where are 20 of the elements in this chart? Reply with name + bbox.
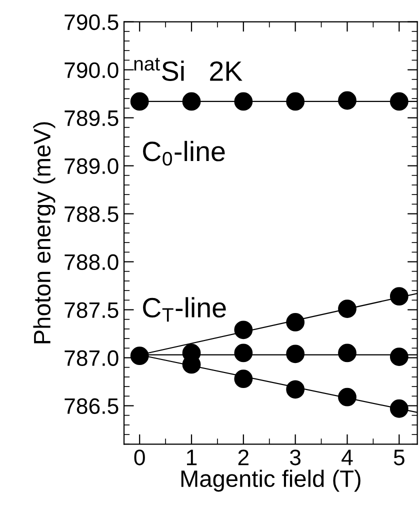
y-tick-label: 789.0: [64, 158, 118, 174]
y-tick-label: 788.0: [64, 254, 118, 270]
y-tick-label: 790.5: [64, 14, 118, 30]
annotation: C$_{0}$-line: [143, 140, 225, 166]
annotation: $^{nat}$Si 2K: [134, 58, 242, 81]
x-axis-title: Magentic field (T): [181, 470, 360, 492]
y-tick-label: 786.5: [64, 398, 118, 414]
y-axis-title: Photon energy (meV): [33, 122, 56, 344]
x-tick-label: 1: [187, 450, 197, 466]
y-tick-label: 787.0: [64, 350, 118, 366]
x-tick-label: 2: [238, 450, 248, 466]
annotation: C$_{T}$-line: [143, 297, 226, 322]
x-tick-label: 5: [394, 450, 404, 466]
y-tick-label: 790.0: [64, 62, 118, 78]
y-tick-label: 789.5: [64, 110, 118, 126]
y-tick-label: 787.5: [64, 302, 118, 318]
x-tick-label: 0: [134, 450, 145, 466]
y-tick-label: 788.5: [64, 206, 118, 222]
x-tick-label: 4: [342, 450, 353, 466]
x-tick-label: 3: [290, 450, 301, 466]
